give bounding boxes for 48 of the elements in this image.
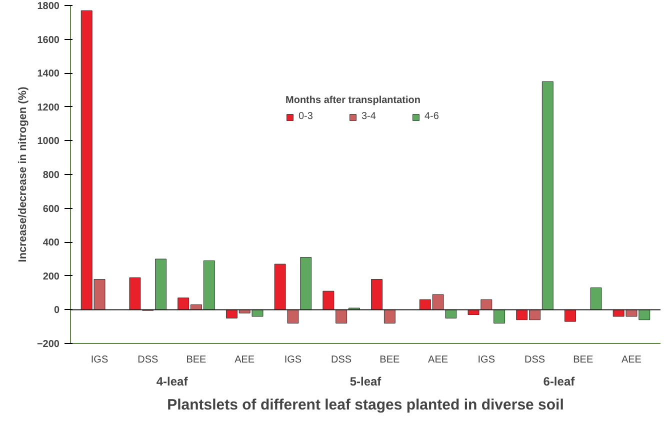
y-tick-label: −200 xyxy=(36,339,60,350)
bar xyxy=(480,299,492,310)
x-axis-title: Plantslets of different leaf stages planted in diverse soil xyxy=(167,396,564,414)
y-tick-label: 0 xyxy=(54,305,60,316)
bar xyxy=(155,258,167,310)
bar xyxy=(384,309,396,324)
y-tick-label: 1200 xyxy=(37,102,60,114)
x-tick-label: DSS xyxy=(524,354,546,366)
x-tick-label: IGS xyxy=(284,354,302,366)
x-tick-label: DSS xyxy=(331,354,352,366)
x-tick-label: IGS xyxy=(90,354,108,366)
y-axis-title: Increase/decrease in nitrogen (%) xyxy=(16,86,29,262)
text: 4-leaf xyxy=(156,374,189,388)
bar xyxy=(468,309,480,316)
bar xyxy=(590,287,602,310)
bar xyxy=(129,277,141,310)
bar xyxy=(287,309,299,324)
y-tick-label: 600 xyxy=(42,204,60,215)
text: 6-leaf xyxy=(543,374,576,388)
bar xyxy=(564,309,576,322)
x-tick-label: AEE xyxy=(621,354,642,366)
bar xyxy=(322,290,334,310)
bar xyxy=(274,264,286,310)
legend-label: 4-6 xyxy=(424,111,440,122)
bar xyxy=(371,279,383,310)
bar xyxy=(300,257,312,310)
bar xyxy=(542,81,554,310)
x-tick-label: AEE xyxy=(428,354,448,366)
legend-label: 3-4 xyxy=(362,111,377,122)
y-tick-label: 800 xyxy=(42,170,60,181)
x-tick-label: AEE xyxy=(234,354,255,366)
text: 5-leaf xyxy=(350,374,382,388)
bar xyxy=(445,309,457,318)
y-tick-label: 1400 xyxy=(37,68,60,80)
x-tick-label: BEE xyxy=(380,354,400,366)
y-tick-label: 1000 xyxy=(37,136,60,148)
y-tick-label: 400 xyxy=(42,238,60,249)
y-tick-label: 1600 xyxy=(37,34,60,46)
legend-title: Months after transplantation xyxy=(286,95,422,106)
x-tick-label: IGS xyxy=(478,354,496,366)
bar xyxy=(336,309,348,324)
x-tick-label: BEE xyxy=(573,354,594,366)
x-tick-label: DSS xyxy=(138,354,158,366)
y-tick-label: 200 xyxy=(42,271,60,282)
y-tick-label: 1800 xyxy=(37,1,60,12)
bar xyxy=(494,309,506,324)
x-tick-label: BEE xyxy=(186,354,207,366)
legend-label: 0-3 xyxy=(298,111,314,122)
